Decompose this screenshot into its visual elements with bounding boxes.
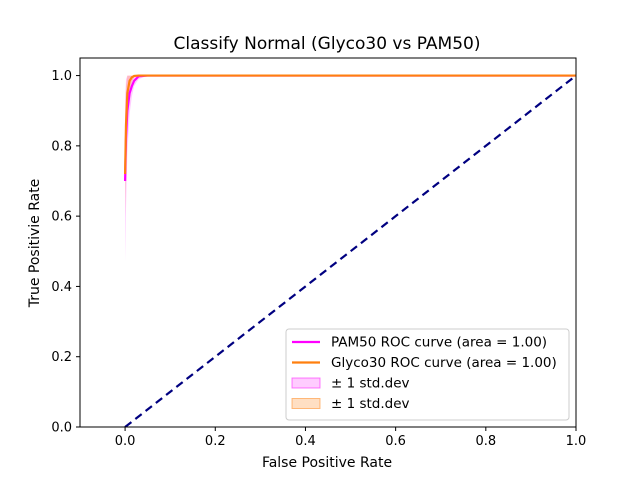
plot-frame	[79, 57, 577, 428]
legend-label: ± 1 std.dev	[331, 376, 410, 392]
axes: 0.0 0.2 0.4 0.6 0.8 1.0 0.0 0.2 0.4 0.6 0.8 1.0	[51, 57, 587, 449]
legend-box	[285, 328, 570, 421]
legend-label: Glyco30 ROC curve (area = 1.00)	[331, 355, 557, 371]
x-tick-label: 0.0	[115, 434, 136, 449]
std-dev-band-1	[125, 75, 576, 262]
x-tick-label: 1.0	[566, 434, 587, 449]
plot-content	[123, 74, 576, 427]
x-tick-label: 0.8	[475, 434, 496, 449]
legend-patch-swatch	[291, 377, 321, 389]
y-tick-label: 0.4	[51, 280, 72, 295]
chart-title: Classify Normal (Glyco30 vs PAM50)	[174, 34, 481, 54]
roc-line-2	[123, 74, 576, 174]
x-tick-label: 0.6	[385, 434, 406, 449]
chance-diagonal-line	[124, 74, 576, 427]
x-tick-label: 0.4	[295, 434, 316, 449]
legend-label: ± 1 std.dev	[331, 396, 410, 412]
x-tick-label: 0.2	[205, 434, 226, 449]
legend-patch-swatch	[291, 398, 321, 409]
y-tick-label: 0.0	[51, 421, 72, 436]
plot-area	[123, 74, 576, 427]
y-tick-label: 0.8	[51, 139, 72, 154]
x-axis-label: False Positive Rate	[262, 455, 392, 471]
legend: PAM50 ROC curve (area = 1.00) Glyco30 ROC…	[285, 328, 570, 421]
y-tick-label: 1.0	[51, 69, 72, 84]
y-axis-label: True Positivie Rate	[27, 179, 43, 309]
y-tick-label: 0.6	[51, 210, 72, 225]
legend-label: PAM50 ROC curve (area = 1.00)	[331, 335, 547, 351]
y-tick-label: 0.2	[51, 350, 72, 365]
std-dev-band-2	[125, 75, 576, 217]
